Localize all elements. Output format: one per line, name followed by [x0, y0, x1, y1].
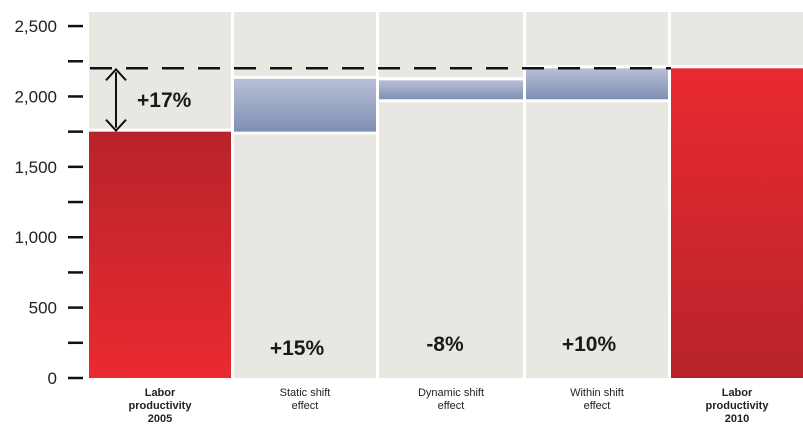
y-tick-label: 1,500	[14, 158, 57, 177]
category-label: productivity	[129, 400, 193, 412]
panel-lower	[379, 102, 523, 379]
y-tick-label: 2,000	[14, 87, 57, 106]
percentage-labels: +15% -8% +10%	[270, 333, 617, 360]
bracket-arrow-up	[105, 67, 127, 81]
category-label: productivity	[706, 400, 770, 412]
delta-bar	[526, 68, 668, 100]
panel-upper	[379, 12, 523, 78]
category-label: effect	[584, 400, 611, 412]
total-change-label: +17%	[137, 89, 192, 112]
panel-lower	[526, 102, 668, 379]
delta-bar	[234, 78, 376, 132]
y-tick-label: 0	[48, 369, 57, 388]
total-change-bracket: +17%	[105, 67, 192, 133]
y-tick-label: 500	[29, 299, 57, 318]
category-label: Within shift	[570, 387, 624, 399]
category-label: effect	[438, 400, 465, 412]
total-bar	[671, 68, 803, 379]
panel-upper	[526, 12, 668, 66]
category-label: Labor	[145, 387, 176, 399]
category-label: effect	[292, 400, 319, 412]
delta-bar	[379, 80, 523, 100]
percent-label: +10%	[562, 333, 617, 356]
category-label: 2010	[725, 413, 749, 425]
panel-upper	[89, 12, 231, 129]
panel-upper	[234, 12, 376, 76]
y-axis: 0 500 1,000 1,500 2,000 2,500	[14, 17, 83, 388]
bracket-arrow-down	[105, 118, 127, 133]
category-label: Dynamic shift	[418, 387, 484, 399]
category-label: 2005	[148, 413, 172, 425]
y-tick-label: 2,500	[14, 17, 57, 36]
bars	[89, 68, 803, 379]
percent-label: +15%	[270, 337, 325, 360]
background-panels	[89, 12, 803, 379]
panel-upper	[671, 12, 803, 66]
category-label: Static shift	[280, 387, 331, 399]
total-bar	[89, 131, 231, 378]
category-label: Labor	[722, 387, 753, 399]
percent-label: -8%	[426, 333, 464, 356]
panel-lower	[234, 134, 376, 378]
y-tick-label: 1,000	[14, 228, 57, 247]
